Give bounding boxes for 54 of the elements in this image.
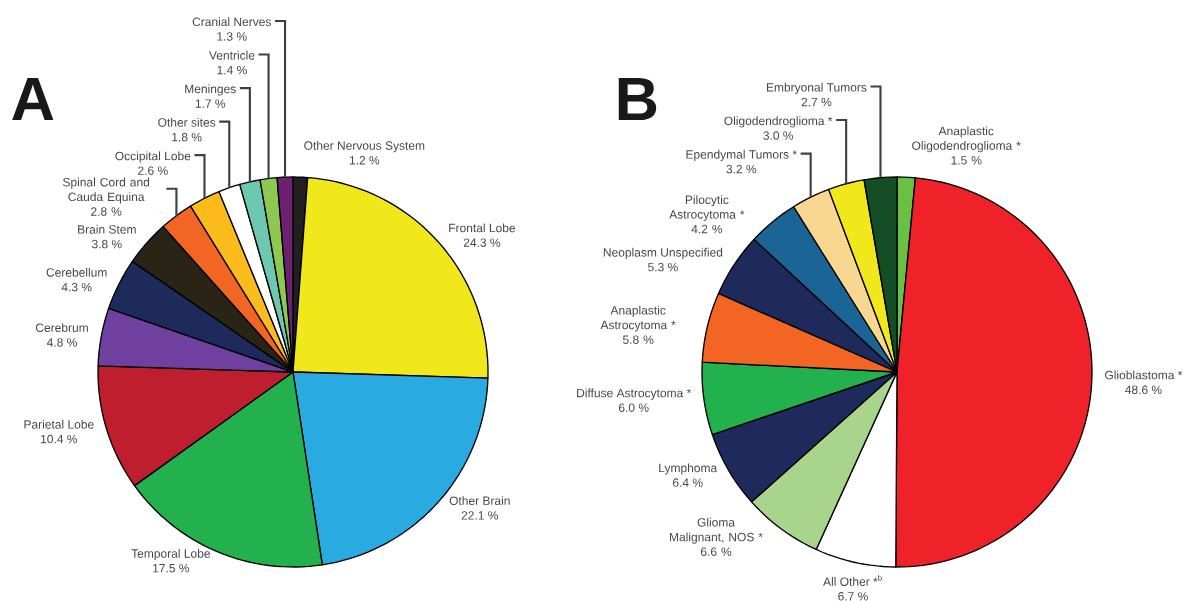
slice-label: Other sites	[158, 117, 216, 127]
data-label: 3.2 %	[726, 164, 757, 174]
data-label: 1.7 %	[195, 99, 226, 108]
data-label: 1.8 %	[172, 132, 202, 142]
data-label: 6.6 %	[700, 547, 732, 556]
slice-label: All Other *$^{b}$	[823, 574, 882, 586]
data-label: 10.4 %	[41, 434, 78, 444]
slice-label: Glioma Malignant, NOS *	[669, 517, 763, 544]
slice-label: Embryonal Tumors	[766, 82, 867, 94]
chart-title: B	[618, 77, 657, 121]
slice-label: Occipital Lobe	[115, 151, 191, 163]
slice-label: Ventricle	[209, 50, 255, 60]
slice-label: Ependymal Tumors *	[686, 149, 797, 162]
data-label: 6.4 %	[672, 478, 703, 487]
text: A	[12, 77, 54, 121]
data-label: 1.2 %	[349, 156, 380, 165]
data-label: 1.3 %	[217, 32, 247, 41]
data-label: 3.8 %	[91, 239, 122, 249]
slice-label: Other Brain	[449, 496, 510, 505]
data-label: 22.1 %	[461, 511, 499, 520]
data-label: 1.5 %	[951, 156, 982, 165]
data-label: 5.3 %	[648, 262, 678, 272]
data-label: 4.2 %	[691, 224, 723, 234]
data-label: 6.0 %	[618, 403, 649, 412]
data-label: 5.8 %	[622, 335, 654, 344]
data-label: 48.6 %	[1125, 385, 1162, 395]
slice-label: Cranial Nerves	[192, 17, 271, 27]
data-label: 1.4 %	[217, 65, 247, 75]
data-label: 17.5 %	[153, 563, 190, 573]
slice-label: Glioblastoma *	[1105, 370, 1183, 380]
slice-label: Anaplastic Astrocytoma *	[600, 305, 676, 332]
data-label: 2.6 %	[138, 166, 168, 175]
slice-label: Brain Stem	[78, 224, 136, 234]
slice-label: Neoplasm Unspecified	[603, 247, 723, 260]
slice-label: Frontal Lobe	[449, 223, 516, 233]
slice-label: Cerebrum	[35, 323, 88, 332]
data-label: 2.8 %	[91, 207, 122, 216]
slice-label: Other Nervous System	[304, 141, 425, 153]
slice-label: Lymphoma	[659, 463, 718, 475]
slice-label: Parietal Lobe	[24, 419, 94, 429]
data-label: 4.3 %	[61, 282, 92, 292]
slice-label: Pilocytic Astrocytoma *	[669, 195, 745, 222]
slice-label: Meninges	[185, 84, 236, 96]
slice-label: Anaplastic Oligodendroglioma *	[912, 126, 1021, 153]
slice-label: Cerebellum	[46, 267, 107, 277]
data-label: 6.7 %	[838, 592, 868, 601]
data-label: 24.3 %	[463, 238, 501, 247]
data-label: 3.0 %	[763, 131, 794, 140]
slice-label: Spinal Cord and Cauda Equina	[63, 177, 150, 204]
slice-label: Diffuse Astrocytoma *	[577, 388, 692, 400]
data-label: 2.7 %	[801, 97, 832, 107]
slice-label: Temporal Lobe	[131, 548, 210, 561]
slice-label: Oligodendroglioma *	[724, 116, 833, 128]
data-label: 4.8 %	[46, 338, 77, 347]
